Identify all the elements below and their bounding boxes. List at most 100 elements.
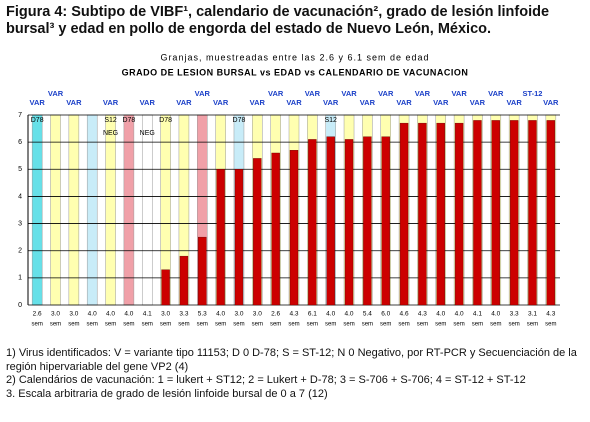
bar bbox=[198, 236, 207, 306]
top-label: VAR bbox=[213, 98, 229, 107]
top-label: VAR bbox=[48, 89, 64, 98]
bar bbox=[381, 136, 390, 306]
bar bbox=[528, 120, 537, 306]
top-label: VAR bbox=[66, 98, 82, 107]
bar bbox=[179, 255, 189, 306]
bar bbox=[308, 139, 317, 306]
x-tick-label: 4.0 bbox=[106, 311, 115, 318]
bar bbox=[363, 136, 372, 306]
inner-label: S12 bbox=[324, 117, 337, 124]
chart-title: GRADO DE LESION BURSAL vs EDAD vs CALEND… bbox=[122, 67, 469, 77]
top-label: VAR bbox=[433, 98, 449, 107]
bar bbox=[473, 120, 482, 306]
top-label: VAR bbox=[268, 89, 284, 98]
y-tick-label: 0 bbox=[18, 302, 22, 309]
bar bbox=[454, 122, 464, 306]
calendar-bar bbox=[68, 114, 80, 306]
x-unit-label: sem bbox=[343, 322, 354, 328]
footnote: 2) Calendários de vacunación: 1 = lukert… bbox=[6, 374, 526, 386]
x-unit-label: sem bbox=[435, 322, 446, 328]
bar bbox=[289, 150, 299, 306]
x-tick-label: 4.0 bbox=[455, 311, 464, 318]
calendar-bar bbox=[31, 114, 43, 306]
inner-label: D78 bbox=[159, 117, 172, 124]
x-tick-label: 3.0 bbox=[253, 311, 262, 318]
top-label: VAR bbox=[305, 89, 321, 98]
inner-label: S12 bbox=[104, 117, 117, 124]
figure-caption: Figura 4: Subtipo de VIBF¹, calendario d… bbox=[6, 4, 550, 37]
x-unit-label: sem bbox=[233, 322, 244, 328]
y-tick-label: 4 bbox=[18, 193, 22, 200]
x-unit-label: sem bbox=[398, 322, 409, 328]
footnote: 3. Escala arbitraria de grado de lesión … bbox=[6, 387, 328, 400]
x-unit-label: sem bbox=[362, 322, 373, 328]
x-tick-label: 4.0 bbox=[491, 311, 500, 318]
bar bbox=[491, 120, 500, 306]
bar bbox=[509, 120, 519, 306]
inner-label: D78 bbox=[233, 117, 246, 124]
x-tick-label: 3.1 bbox=[528, 311, 537, 318]
x-unit-label: sem bbox=[252, 322, 263, 328]
bar bbox=[216, 169, 225, 306]
x-tick-label: 2.6 bbox=[271, 311, 280, 318]
x-tick-label: 6.0 bbox=[381, 311, 390, 318]
top-label: VAR bbox=[103, 98, 119, 107]
calendar-bar bbox=[141, 114, 153, 306]
top-label: VAR bbox=[341, 89, 357, 98]
x-unit-label: sem bbox=[325, 322, 336, 328]
x-tick-label: 3.0 bbox=[161, 311, 170, 318]
x-unit-label: sem bbox=[508, 322, 519, 328]
top-label: VAR bbox=[543, 98, 559, 107]
x-tick-label: 4.1 bbox=[473, 311, 482, 318]
bar bbox=[234, 169, 244, 306]
x-unit-label: sem bbox=[123, 322, 134, 328]
x-tick-label: 4.0 bbox=[436, 311, 445, 318]
x-tick-label: 4.0 bbox=[326, 311, 335, 318]
x-tick-label: 4.0 bbox=[88, 311, 97, 318]
top-label: VAR bbox=[378, 89, 394, 98]
inner-label: D78 bbox=[122, 117, 135, 124]
x-unit-label: sem bbox=[380, 322, 391, 328]
bar bbox=[546, 120, 556, 306]
x-unit-label: sem bbox=[105, 322, 116, 328]
neg-label: NEG bbox=[103, 130, 118, 137]
x-unit-label: sem bbox=[215, 322, 226, 328]
footnote: 1) Virus identificados: V = variante tip… bbox=[6, 347, 577, 359]
top-label: VAR bbox=[176, 98, 192, 107]
bar bbox=[253, 158, 262, 306]
x-tick-label: 3.0 bbox=[51, 311, 60, 318]
x-unit-label: sem bbox=[472, 322, 483, 328]
y-tick-label: 6 bbox=[18, 139, 22, 146]
calendar-bar bbox=[50, 114, 61, 306]
x-tick-label: 4.0 bbox=[345, 311, 354, 318]
x-tick-label: 3.0 bbox=[69, 311, 78, 318]
bar bbox=[436, 122, 445, 306]
x-tick-label: 3.3 bbox=[510, 311, 519, 318]
x-unit-label: sem bbox=[142, 322, 153, 328]
bar bbox=[344, 139, 354, 306]
x-tick-label: 4.3 bbox=[546, 311, 555, 318]
top-label: VAR bbox=[30, 98, 46, 107]
x-unit-label: sem bbox=[178, 322, 189, 328]
x-tick-label: 3.3 bbox=[179, 311, 188, 318]
bar bbox=[399, 122, 409, 306]
top-label: VAR bbox=[488, 89, 504, 98]
bar bbox=[326, 136, 335, 306]
chart-subtitle: Granjas, muestreadas entre las 2.6 y 6.1… bbox=[160, 52, 429, 62]
x-tick-label: 4.0 bbox=[124, 311, 133, 318]
y-tick-label: 1 bbox=[18, 275, 22, 282]
x-unit-label: sem bbox=[50, 322, 61, 328]
top-label: VAR bbox=[396, 98, 412, 107]
x-unit-label: sem bbox=[32, 322, 43, 328]
x-tick-label: 4.0 bbox=[216, 311, 225, 318]
top-label: VAR bbox=[415, 89, 431, 98]
x-tick-label: 2.6 bbox=[33, 311, 42, 318]
top-label: VAR bbox=[195, 89, 211, 98]
x-tick-label: 4.3 bbox=[418, 311, 427, 318]
top-label: VAR bbox=[286, 98, 302, 107]
x-unit-label: sem bbox=[270, 322, 281, 328]
footnotes: 1) Virus identificados: V = variante tip… bbox=[6, 347, 586, 401]
x-tick-label: 4.3 bbox=[289, 311, 298, 318]
x-tick-label: 4.6 bbox=[400, 311, 409, 318]
